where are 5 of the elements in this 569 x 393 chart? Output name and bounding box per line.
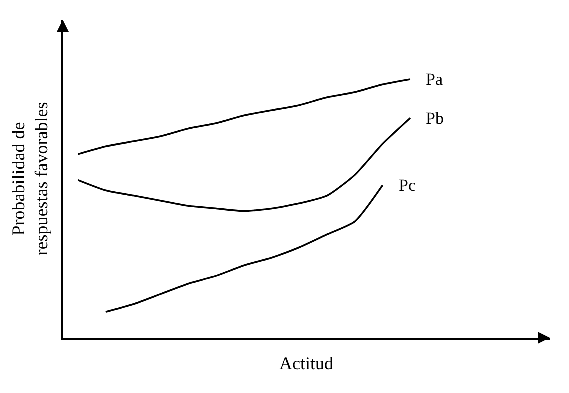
x-axis-title: Actitud [280,354,334,374]
series-label: Pa [426,70,444,89]
series-label: Pc [399,176,416,195]
y-axis-title: Probabilidad de respuestas favorables [8,102,52,256]
series-label: Pb [426,109,444,128]
